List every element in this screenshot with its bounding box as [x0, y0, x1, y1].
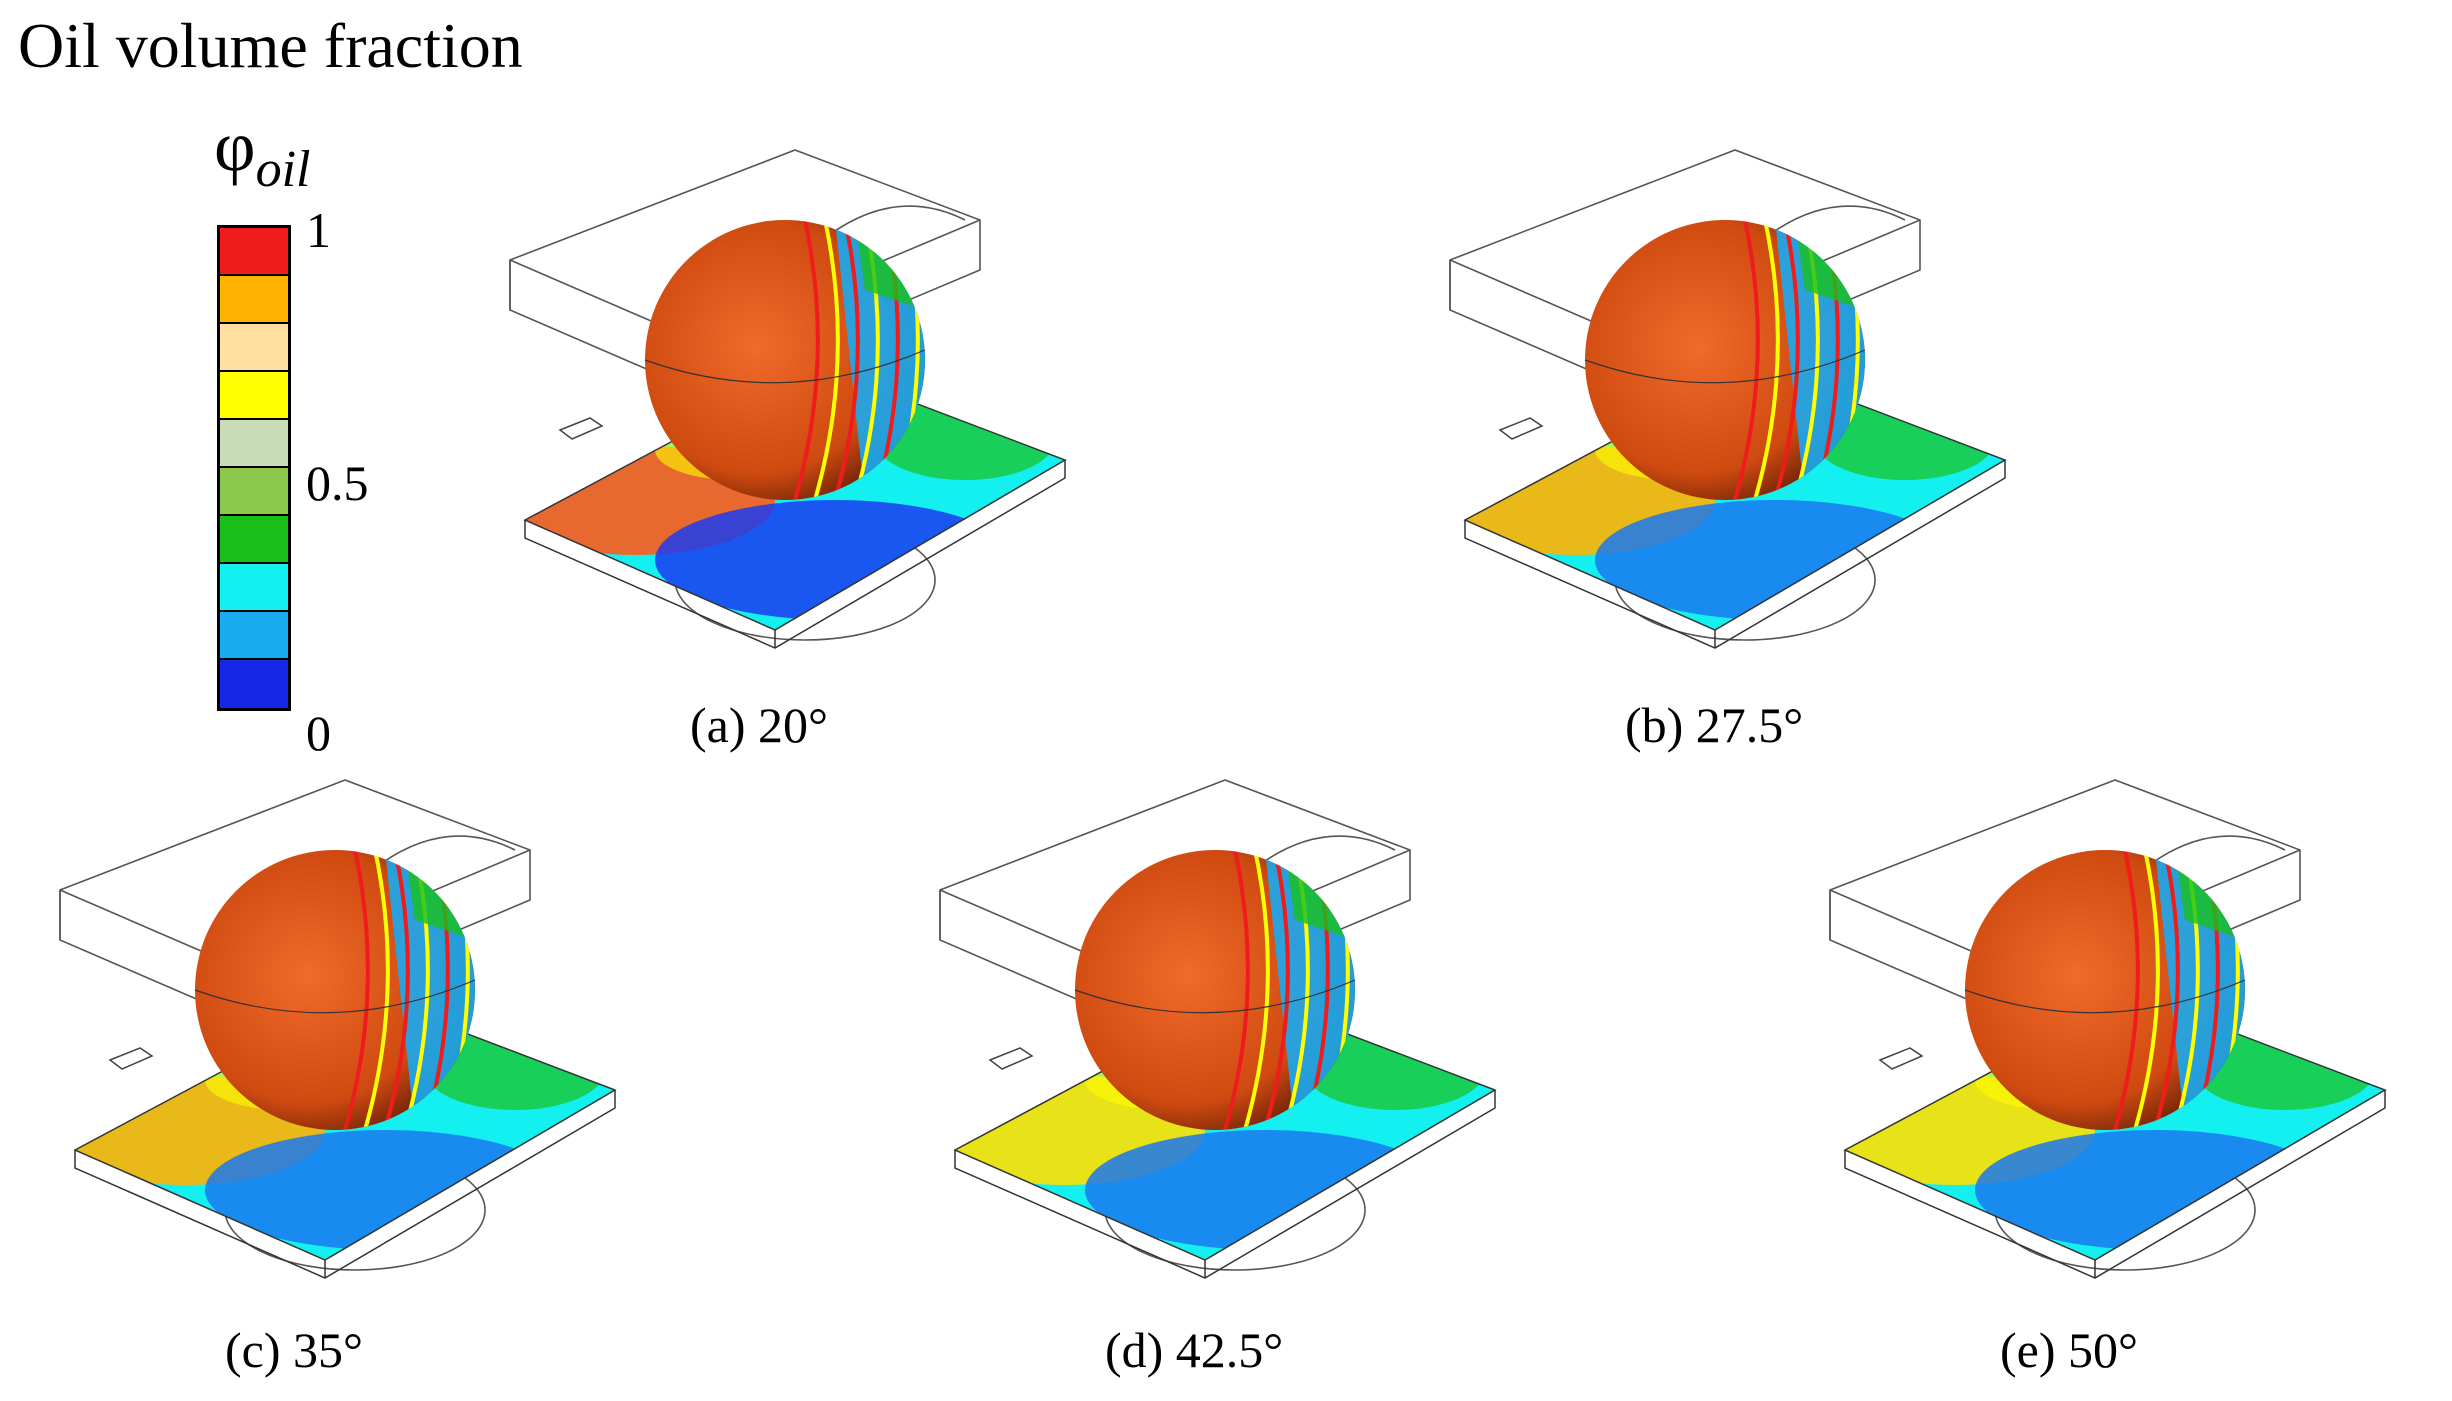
plate-edge	[74, 1090, 616, 1279]
colorbar-cell	[220, 276, 288, 324]
legend-title: Oil volume fraction	[18, 10, 523, 81]
colorbar-cell	[220, 324, 288, 372]
ball-equator	[644, 349, 926, 384]
phi-symbol: φ	[214, 106, 256, 186]
caption-b: (b) 27.5°	[1625, 697, 1804, 753]
panel-graphic	[1829, 779, 2387, 1279]
plate-edge	[1464, 460, 2006, 649]
phi-subscript: oil	[255, 141, 311, 198]
colorbar-tick-min: 0	[306, 705, 331, 761]
caption-a: (a) 20°	[690, 697, 828, 753]
ball-equator	[1074, 979, 1356, 1014]
panel-graphic	[1449, 149, 2007, 649]
plate-edge	[524, 460, 1066, 649]
nozzle-icon	[988, 1047, 1034, 1070]
colorbar-cell	[220, 420, 288, 468]
ball-equator	[1964, 979, 2246, 1014]
panel-graphic	[509, 149, 1067, 649]
panel-graphic	[939, 779, 1497, 1279]
nozzle-icon	[108, 1047, 154, 1070]
plate-edge	[954, 1090, 1496, 1279]
colorbar-cell	[220, 468, 288, 516]
caption-c: (c) 35°	[225, 1322, 363, 1378]
caption-e: (e) 50°	[2000, 1322, 2138, 1378]
colorbar-cell	[220, 516, 288, 564]
nozzle-icon	[1498, 417, 1544, 440]
plate-edge	[1844, 1090, 2386, 1279]
colorbar-cell	[220, 612, 288, 660]
colorbar-cell	[220, 372, 288, 420]
legend-symbol: φoil	[214, 110, 310, 196]
colorbar-tick-mid: 0.5	[306, 455, 369, 511]
ball-equator	[1584, 349, 1866, 384]
ball-equator	[194, 979, 476, 1014]
colorbar-cell	[220, 660, 288, 708]
panel-graphic	[59, 779, 617, 1279]
colorbar-cell	[220, 228, 288, 276]
nozzle-icon	[558, 417, 604, 440]
caption-d: (d) 42.5°	[1105, 1322, 1284, 1378]
colorbar-cell	[220, 564, 288, 612]
colorbar	[217, 225, 291, 711]
colorbar-tick-max: 1	[306, 202, 331, 258]
nozzle-icon	[1878, 1047, 1924, 1070]
